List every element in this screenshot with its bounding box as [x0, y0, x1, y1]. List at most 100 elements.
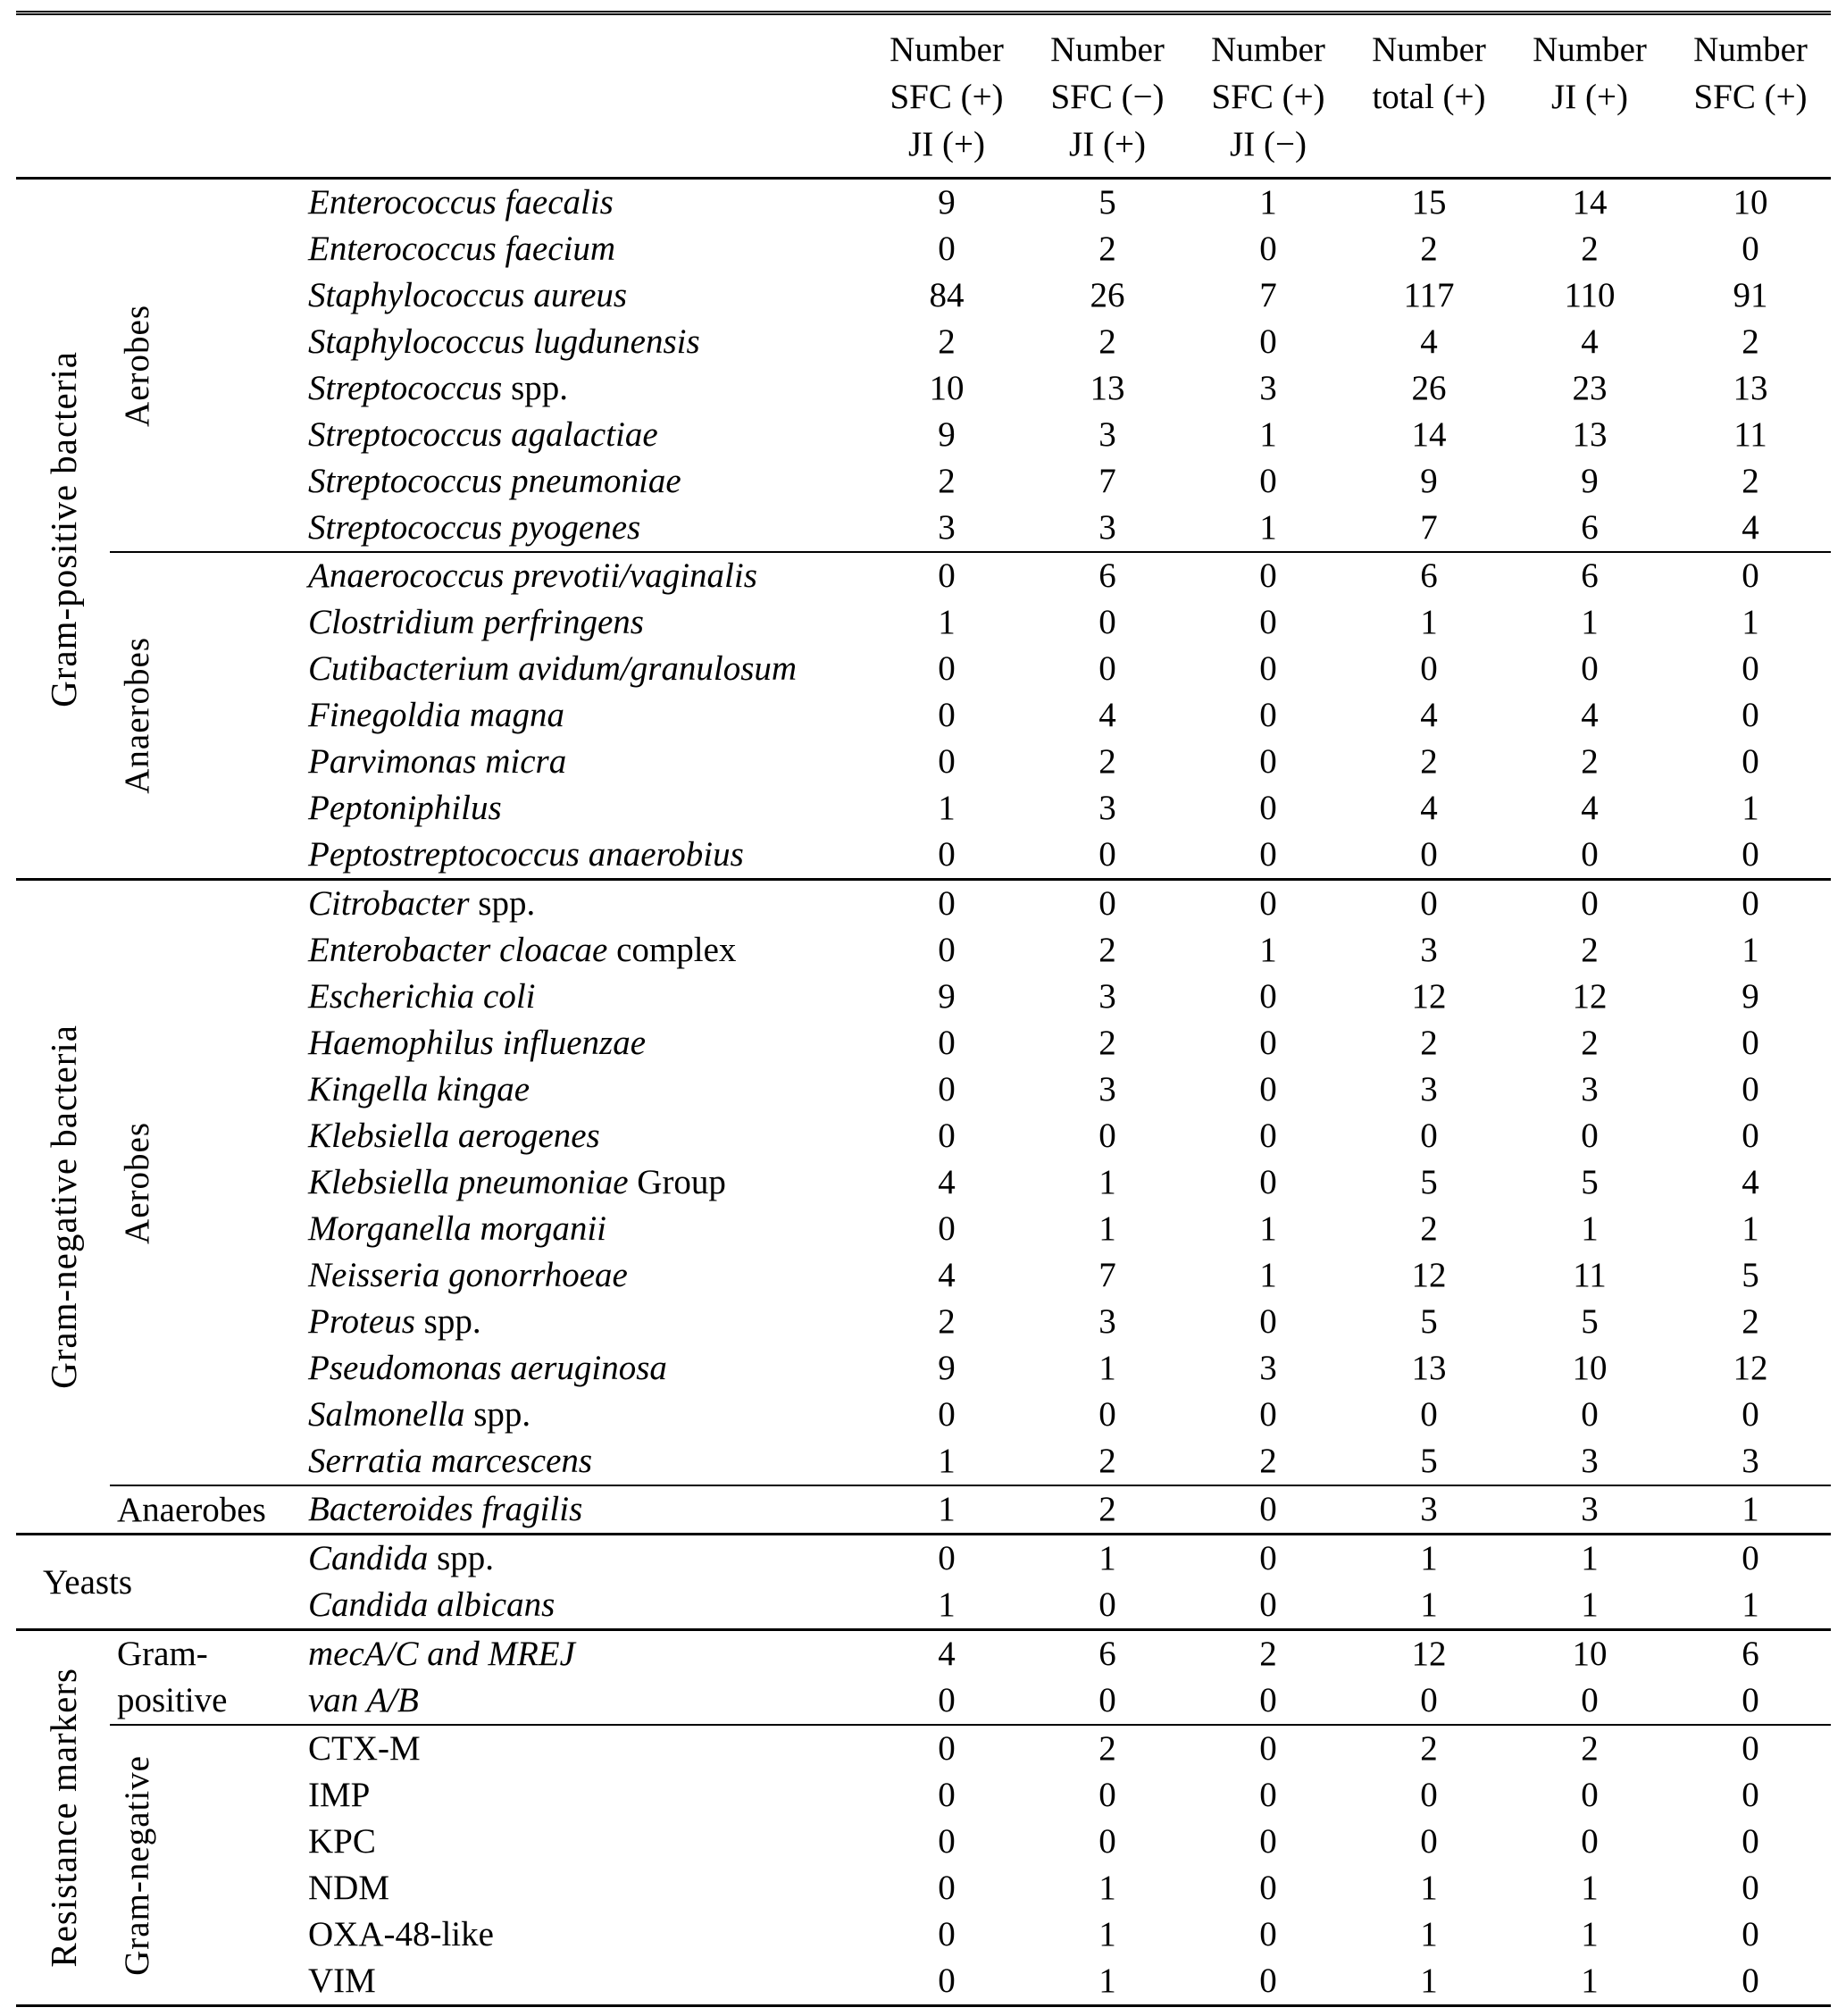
- value-cell: 4: [1742, 1163, 1759, 1201]
- value-cell: 110: [1564, 276, 1616, 314]
- value-cell: 0: [1098, 1681, 1116, 1719]
- table-row: VIM 0 1 0 1 1 0: [308, 1958, 1831, 2004]
- value-cell: 1: [938, 1442, 956, 1480]
- value-cell: 26: [1411, 369, 1447, 407]
- value-cell: 0: [1742, 1776, 1759, 1814]
- row-name-roman: IMP: [308, 1776, 371, 1814]
- row-name-roman: CTX-M: [308, 1729, 421, 1768]
- value-cell: 3: [1098, 415, 1116, 454]
- table-row: Staphylococcus lugdunensis 2 2 0 4 4 2: [308, 319, 1831, 365]
- value-cell: 2: [1420, 1209, 1438, 1248]
- table-row: CTX-M 0 2 0 2 2 0: [308, 1726, 1831, 1772]
- row-name: Staphylococcus lugdunensis: [308, 319, 866, 365]
- value-cell: 0: [1742, 1070, 1759, 1108]
- value-cell: 6: [1581, 508, 1599, 547]
- value-cell: 0: [1742, 1395, 1759, 1434]
- value-cell: 1: [1098, 1209, 1116, 1248]
- value-cell: 23: [1572, 369, 1608, 407]
- value-cell: 0: [1259, 789, 1277, 827]
- group-label: Gram-negative bacteria: [42, 1025, 84, 1389]
- value-cell: 0: [1742, 556, 1759, 595]
- row-name-roman: spp.: [511, 369, 569, 407]
- row-name: Salmonella spp.: [308, 1392, 866, 1438]
- table-row: Streptococcus agalactiae 9 3 1 14 13 11: [308, 412, 1831, 458]
- row-name: Peptoniphilus: [308, 785, 866, 832]
- value-cell: 0: [1259, 1539, 1277, 1577]
- value-cell: 0: [1259, 603, 1277, 641]
- value-cell: 0: [938, 1024, 956, 1062]
- value-cell: 2: [1742, 322, 1759, 361]
- value-cell: 0: [1581, 1822, 1599, 1861]
- value-cell: 1: [1581, 1915, 1599, 1953]
- table-row: KPC 0 0 0 0 0 0: [308, 1819, 1831, 1865]
- value-cell: 5: [1420, 1302, 1438, 1341]
- value-cell: 1: [938, 1585, 956, 1624]
- column-header-line: Number: [1693, 30, 1808, 69]
- row-name-italic: Parvimonas micra: [308, 742, 567, 781]
- row-name: Kingella kingae: [308, 1067, 866, 1113]
- value-cell: 9: [938, 1349, 956, 1387]
- value-cell: 1: [1098, 1962, 1116, 2000]
- row-name: Peptostreptococcus anaerobius: [308, 832, 866, 878]
- value-cell: 0: [1259, 649, 1277, 688]
- value-cell: 2: [1742, 462, 1759, 500]
- row-name: CTX-M: [308, 1726, 866, 1772]
- column-header-line: Number: [890, 30, 1004, 69]
- rows: Anaerococcus prevotii/vaginalis 0 6 0 6 6 0 Clo…: [308, 553, 1831, 878]
- table-row: Streptococcus pyogenes 3 3 1 7 6 4: [308, 505, 1831, 551]
- value-cell: 0: [1259, 1302, 1277, 1341]
- row-name: Candida albicans: [308, 1582, 866, 1628]
- value-cell: 0: [1742, 1822, 1759, 1861]
- value-cell: 0: [938, 931, 956, 969]
- subgroup-label: Aerobes: [118, 304, 156, 427]
- value-cell: 0: [1581, 1776, 1599, 1814]
- value-cell: 0: [938, 1395, 956, 1434]
- column-header: Number JI (+): [1509, 26, 1670, 168]
- value-cell: 10: [929, 369, 965, 407]
- value-cell: 3: [938, 508, 956, 547]
- table-row: OXA-48-like 0 1 0 1 1 0: [308, 1911, 1831, 1958]
- value-cell: 1: [1581, 1962, 1599, 2000]
- value-cell: 0: [1259, 884, 1277, 923]
- value-cell: 0: [1742, 835, 1759, 874]
- row-name-italic: Escherichia coli: [308, 977, 536, 1016]
- table-row: Anaerococcus prevotii/vaginalis 0 6 0 6 6 0: [308, 553, 1831, 599]
- table-row: Candida albicans 1 0 0 1 1 1: [308, 1582, 1831, 1628]
- value-cell: 12: [1572, 977, 1608, 1016]
- value-cell: 0: [938, 1822, 956, 1861]
- row-name: Klebsiella pneumoniae Group: [308, 1159, 866, 1206]
- group-label: Yeasts: [43, 1562, 133, 1602]
- value-cell: 4: [1420, 789, 1438, 827]
- table-row: Klebsiella aerogenes 0 0 0 0 0 0: [308, 1113, 1831, 1159]
- value-cell: 0: [938, 1681, 956, 1719]
- row-name-italic: Pseudomonas aeruginosa: [308, 1349, 667, 1387]
- value-cell: 7: [1098, 1256, 1116, 1294]
- group-label: Resistance markers: [42, 1668, 84, 1968]
- row-name: Proteus spp.: [308, 1299, 866, 1345]
- row-name-roman: spp.: [473, 1395, 531, 1434]
- value-cell: 5: [1098, 183, 1116, 222]
- value-cell: 7: [1098, 462, 1116, 500]
- row-name-italic: Cutibacterium avidum/granulosum: [308, 649, 798, 688]
- value-cell: 1: [1259, 1256, 1277, 1294]
- row-name: Anaerococcus prevotii/vaginalis: [308, 553, 866, 599]
- column-header-line: Number: [1372, 30, 1486, 69]
- value-cell: 5: [1581, 1163, 1599, 1201]
- value-cell: 0: [938, 649, 956, 688]
- value-cell: 0: [1259, 742, 1277, 781]
- subgroup-label-cell: Anaerobes: [110, 553, 308, 878]
- value-cell: 6: [1098, 556, 1116, 595]
- row-name: NDM: [308, 1865, 866, 1911]
- column-header-line: JI (+): [908, 125, 985, 163]
- value-cell: 1: [1742, 603, 1759, 641]
- row-name: Streptococcus agalactiae: [308, 412, 866, 458]
- value-cell: 0: [938, 884, 956, 923]
- section: Resistance markers Gram-positive mecA/C an…: [16, 1631, 1831, 2004]
- column-header-line: SFC (+): [1211, 78, 1325, 116]
- value-cell: 11: [1573, 1256, 1607, 1294]
- value-cell: 0: [1259, 1962, 1277, 2000]
- value-cell: 3: [1420, 1490, 1438, 1528]
- rows: Citrobacter spp. 0 0 0 0 0 0 Enterobacter cloac…: [308, 881, 1831, 1485]
- column-header-line: Number: [1050, 30, 1165, 69]
- table-row: Enterococcus faecium 0 2 0 2 2 0: [308, 226, 1831, 272]
